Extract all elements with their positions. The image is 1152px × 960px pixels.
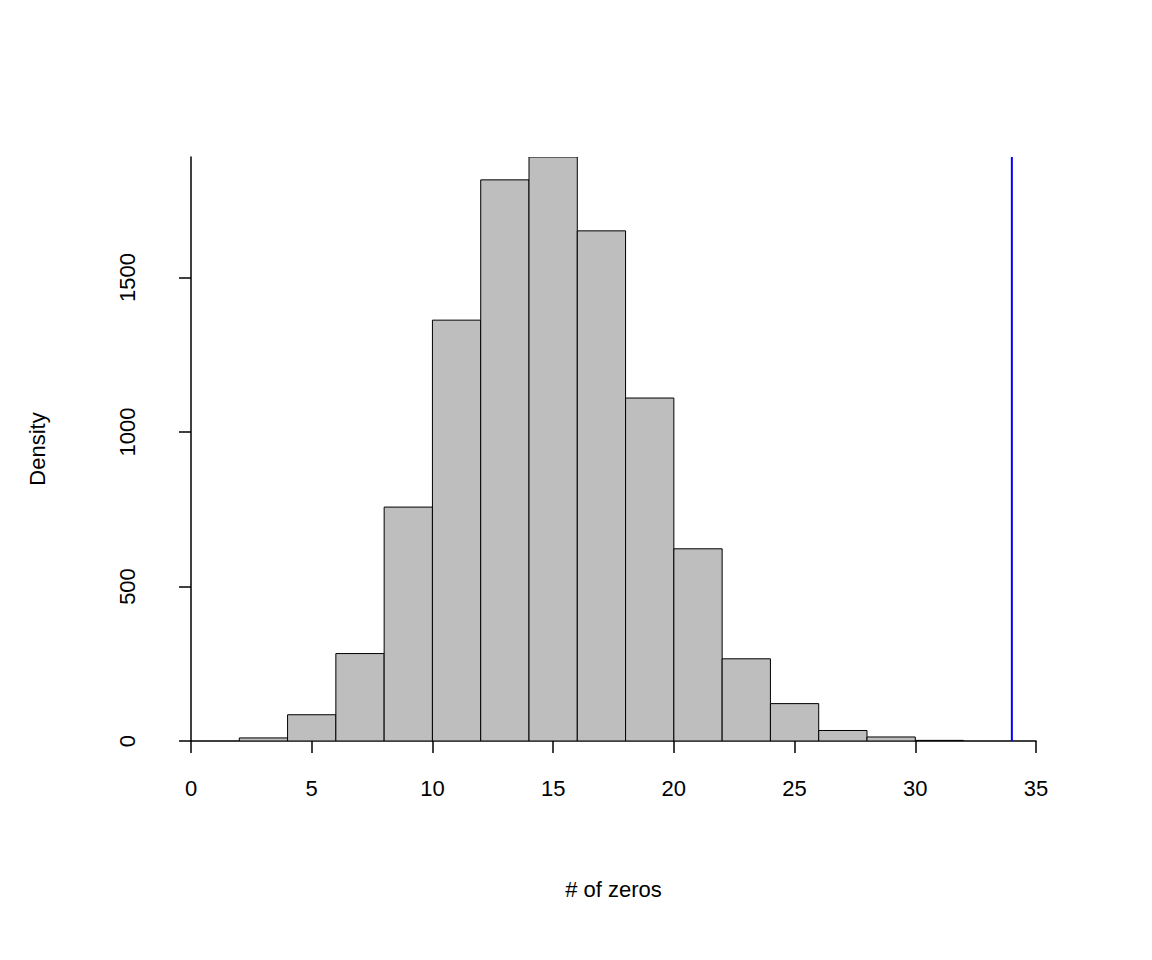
- svg-text:25: 25: [782, 776, 806, 801]
- svg-text:1500: 1500: [115, 253, 140, 302]
- svg-text:500: 500: [115, 568, 140, 605]
- svg-text:0: 0: [115, 735, 140, 747]
- svg-text:30: 30: [903, 776, 927, 801]
- svg-text:10: 10: [420, 776, 444, 801]
- svg-text:5: 5: [306, 776, 318, 801]
- svg-text:0: 0: [185, 776, 197, 801]
- svg-text:1000: 1000: [115, 408, 140, 457]
- svg-text:# of zeros: # of zeros: [565, 877, 662, 902]
- svg-text:20: 20: [662, 776, 686, 801]
- svg-text:35: 35: [1024, 776, 1048, 801]
- svg-text:15: 15: [541, 776, 565, 801]
- svg-text:Density: Density: [25, 412, 50, 485]
